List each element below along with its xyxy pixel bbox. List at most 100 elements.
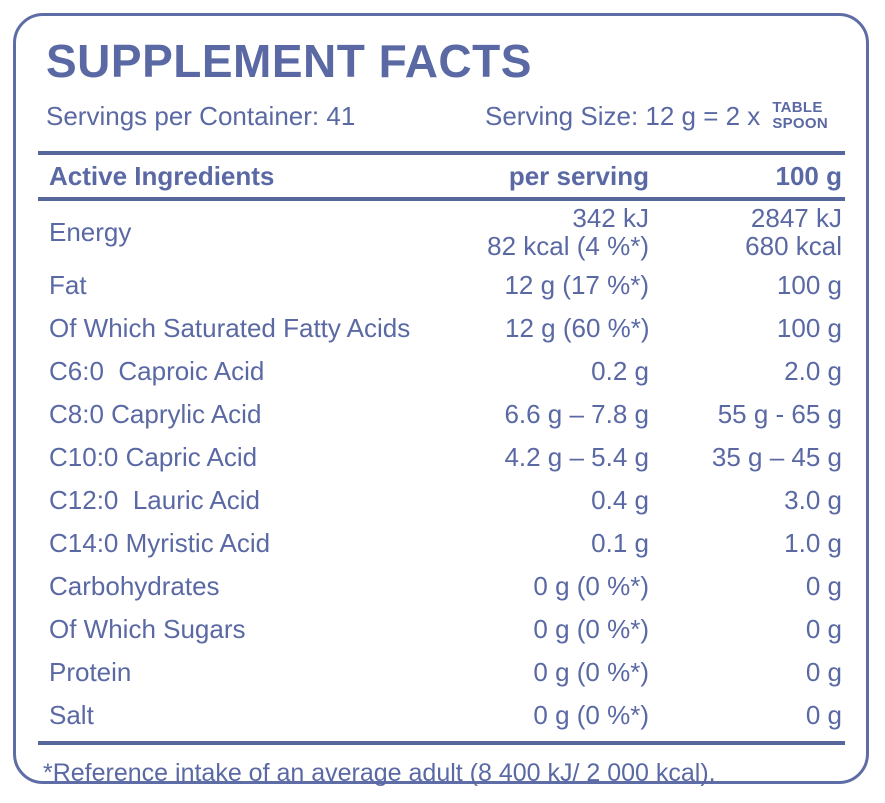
- per-serving-value-line: 82 kcal (4 %*): [487, 231, 649, 261]
- per-100g-value-line: 3.0 g: [784, 484, 842, 515]
- per-serving-value-line: 342 kJ: [572, 203, 649, 233]
- per-100g-value-line: 100 g: [776, 269, 842, 300]
- ingredient-name: C14:0 Myristic Acid: [49, 529, 409, 557]
- ingredient-name-line: C12:0 Lauric Acid: [49, 484, 261, 515]
- table-row: C12:0 Lauric Acid 0.4 g 3.0 g: [49, 478, 842, 521]
- table-row: C8:0 Caprylic Acid 6.6 g – 7.8 g 55 g - 65…: [49, 392, 842, 435]
- ingredient-name: C8:0 Caprylic Acid: [49, 400, 409, 428]
- per-serving-value-line: 0.4 g: [591, 484, 649, 515]
- per-100g-value-line: 0 g: [805, 570, 842, 601]
- ingredient-name-line: C8:0 Caprylic Acid: [49, 398, 262, 429]
- ingredient-name-line: Of Which Sugars: [49, 613, 246, 644]
- per-100g-value-line: 0 g: [805, 656, 842, 687]
- table-row: Of Which Saturated Fatty Acids 12 g (60 %…: [49, 306, 842, 349]
- ingredient-name-line: Of Which Saturated Fatty Acids: [49, 312, 411, 343]
- per-serving-value-line: 6.6 g – 7.8 g: [504, 398, 649, 429]
- table-row: Fat 12 g (17 %*) 100 g: [49, 263, 842, 306]
- per-serving-value: 4.2 g – 5.4 g: [409, 443, 649, 471]
- ingredient-name-line: C6:0 Caproic Acid: [49, 355, 265, 386]
- ingredient-name: C6:0 Caproic Acid: [49, 357, 409, 385]
- per-100g-value: 0 g: [649, 701, 842, 729]
- table-row: C10:0 Capric Acid 4.2 g – 5.4 g 35 g – 45 …: [49, 435, 842, 478]
- ingredient-name: Of Which Sugars: [49, 615, 409, 643]
- per-100g-value-line: 0 g: [805, 699, 842, 730]
- serving-info-row: Servings per Container: 41 Serving Size:…: [46, 100, 842, 132]
- ingredient-name: Energy: [49, 218, 409, 246]
- per-serving-value-line: 4.2 g – 5.4 g: [504, 441, 649, 472]
- per-100g-value: 3.0 g: [649, 486, 842, 514]
- per-serving-value: 6.6 g – 7.8 g: [409, 400, 649, 428]
- ingredient-name: C10:0 Capric Acid: [49, 443, 409, 471]
- per-100g-value-line: 680 kcal: [745, 231, 842, 261]
- table-row: Protein 0 g (0 %*) 0 g: [49, 650, 842, 693]
- per-100g-value: 100 g: [649, 271, 842, 299]
- per-100g-value-line: 35 g – 45 g: [711, 441, 842, 472]
- per-100g-value: 0 g: [649, 615, 842, 643]
- label-panel: SUPPLEMENT FACTS Servings per Container:…: [13, 13, 869, 787]
- ingredient-table: Energy 342 kJ 82 kcal (4 %*) 2847 kJ 680 kca…: [49, 201, 842, 736]
- per-100g-value-line: 100 g: [776, 312, 842, 343]
- per-serving-value-line: 0.1 g: [591, 527, 649, 558]
- per-serving-value-line: 12 g (60 %*): [505, 312, 650, 343]
- per-serving-value: 12 g (60 %*): [410, 312, 650, 343]
- reference-intake-footnote: *Reference intake of an average adult (8…: [43, 759, 716, 787]
- per-serving-value-line: 0 g (0 %*): [533, 656, 649, 687]
- serving-size-unit-line2: SPOON: [772, 115, 828, 132]
- ingredient-name-line: Protein: [49, 656, 132, 687]
- per-100g-value: 1.0 g: [649, 529, 842, 557]
- per-100g-value-line: 1.0 g: [784, 527, 842, 558]
- per-serving-value: 12 g (17 %*): [409, 271, 649, 299]
- column-header-per-serving: per serving: [508, 160, 649, 191]
- ingredient-name: Protein: [49, 658, 409, 686]
- per-serving-value-line: 0 g (0 %*): [533, 613, 649, 644]
- per-100g-value: 0 g: [649, 572, 842, 600]
- column-header-ingredient: Active Ingredients: [49, 160, 275, 191]
- ingredient-name-line: Carbohydrates: [49, 570, 220, 601]
- column-header-100g: 100 g: [775, 160, 843, 191]
- ingredient-name: C12:0 Lauric Acid: [49, 486, 409, 514]
- per-serving-value: 0.4 g: [409, 486, 649, 514]
- serving-size-unit: TABLE SPOON: [772, 100, 828, 132]
- per-serving-value: 0 g (0 %*): [409, 572, 649, 600]
- per-serving-value: 0 g (0 %*): [409, 701, 649, 729]
- per-serving-value-line: 12 g (17 %*): [504, 269, 649, 300]
- per-100g-value: 2847 kJ 680 kcal: [649, 204, 842, 260]
- per-serving-value-line: 0 g (0 %*): [533, 699, 649, 730]
- per-100g-value: 2.0 g: [649, 357, 842, 385]
- divider-top: [38, 151, 845, 155]
- per-serving-value-line: 0.2 g: [591, 355, 649, 386]
- per-100g-value: 35 g – 45 g: [649, 443, 842, 471]
- ingredient-name-line: C14:0 Myristic Acid: [49, 527, 271, 558]
- ingredient-name-line: Fat: [49, 269, 87, 300]
- table-header-row: Active Ingredients per serving 100 g: [49, 155, 842, 197]
- per-100g-value: 100 g: [650, 314, 842, 342]
- per-100g-value-line: 2847 kJ: [750, 203, 842, 233]
- ingredient-name: Salt: [49, 701, 409, 729]
- table-row: Energy 342 kJ 82 kcal (4 %*) 2847 kJ 680 kca…: [49, 201, 842, 263]
- per-serving-value: 0 g (0 %*): [409, 658, 649, 686]
- divider-bottom: [38, 741, 845, 745]
- per-serving-value: 0 g (0 %*): [409, 615, 649, 643]
- table-row: Salt 0 g (0 %*) 0 g: [49, 693, 842, 736]
- table-row: Carbohydrates 0 g (0 %*) 0 g: [49, 564, 842, 607]
- serving-size-group: Serving Size: 12 g = 2 x TABLE SPOON: [485, 100, 842, 132]
- panel-title: SUPPLEMENT FACTS: [46, 35, 532, 87]
- ingredient-name-line: Salt: [49, 699, 94, 730]
- table-row: Of Which Sugars 0 g (0 %*) 0 g: [49, 607, 842, 650]
- ingredient-name: Carbohydrates: [49, 572, 409, 600]
- per-100g-value-line: 2.0 g: [784, 355, 842, 386]
- serving-size: Serving Size: 12 g = 2 x: [484, 101, 761, 131]
- per-100g-value: 0 g: [649, 658, 842, 686]
- servings-per-container: Servings per Container: 41: [46, 101, 356, 131]
- per-serving-value: 342 kJ 82 kcal (4 %*): [409, 204, 649, 260]
- per-100g-value: 55 g - 65 g: [649, 400, 842, 428]
- table-row: C14:0 Myristic Acid 0.1 g 1.0 g: [49, 521, 842, 564]
- per-100g-value-line: 55 g - 65 g: [717, 398, 842, 429]
- per-serving-value: 0.2 g: [409, 357, 649, 385]
- ingredient-name-line: C10:0 Capric Acid: [49, 441, 258, 472]
- per-serving-value-line: 0 g (0 %*): [533, 570, 649, 601]
- ingredient-name: Of Which Saturated Fatty Acids: [49, 314, 410, 342]
- per-100g-value-line: 0 g: [805, 613, 842, 644]
- ingredient-name: Fat: [49, 271, 409, 299]
